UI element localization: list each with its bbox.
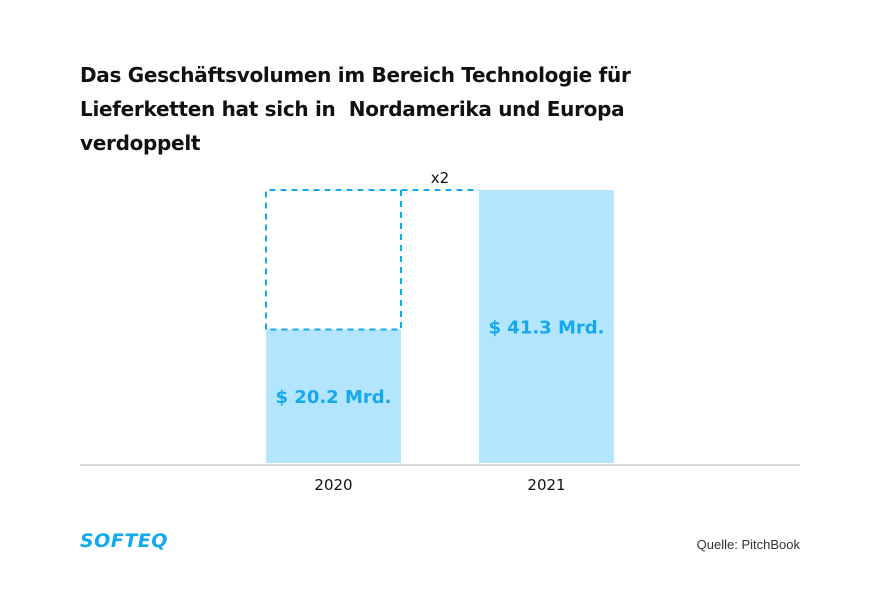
doubling-annotation: x2	[431, 169, 449, 187]
title-line-3: verdoppelt	[80, 131, 201, 155]
doubling-dashed-outline	[265, 189, 479, 331]
source-note: Quelle: PitchBook	[696, 537, 800, 552]
x-tick-label-2020: 2020	[314, 476, 352, 494]
x-tick-label-2021: 2021	[527, 476, 565, 494]
bar-2020	[266, 329, 401, 463]
data-label-2021: $ 41.3 Mrd.	[489, 318, 605, 339]
title-line-2: Lieferketten hat sich in Nordamerika und…	[80, 97, 625, 121]
title-line-1: Das Geschäftsvolumen im Bereich Technolo…	[80, 63, 631, 87]
bar-2021	[479, 190, 614, 463]
chart-title: Das Geschäftsvolumen im Bereich Technolo…	[80, 58, 740, 160]
data-label-2020: $ 20.2 Mrd.	[276, 387, 392, 408]
softeq-logo: SOFTEQ	[80, 530, 168, 552]
